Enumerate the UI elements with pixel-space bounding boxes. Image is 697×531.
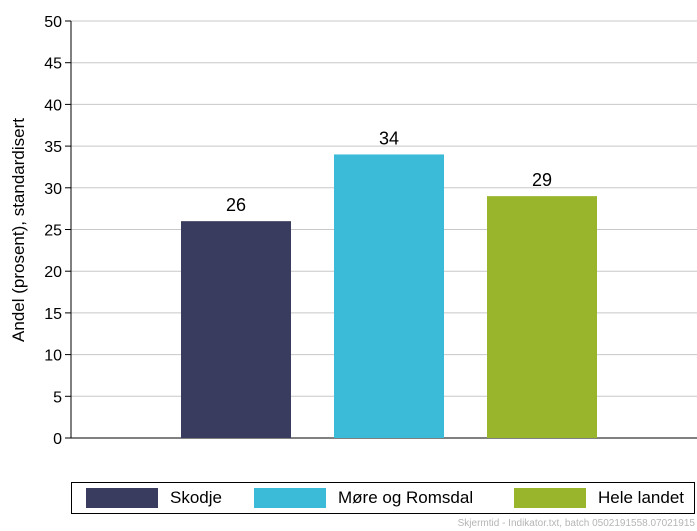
y-tick-label: 35 <box>44 139 62 156</box>
bars <box>181 154 597 438</box>
legend-swatch <box>514 488 586 508</box>
bar-chart: 0 5 10 15 20 25 30 35 40 45 50 26 34 29 Andel (prose… <box>9 14 697 448</box>
legend-item-hele-landet: Hele landet <box>514 488 684 508</box>
bar-1 <box>334 154 444 438</box>
y-tick-label: 40 <box>44 97 62 114</box>
value-label-1: 34 <box>379 128 399 148</box>
value-label-2: 29 <box>532 170 552 190</box>
legend-label: Skodje <box>170 488 222 507</box>
y-tick-label: 45 <box>44 56 62 73</box>
y-axis: 0 5 10 15 20 25 30 35 40 45 50 <box>44 14 72 448</box>
y-tick-label: 5 <box>53 389 62 406</box>
y-tick-label: 10 <box>44 348 62 365</box>
y-tick-label: 30 <box>44 181 62 198</box>
y-tick-label: 15 <box>44 306 62 323</box>
legend-label: Hele landet <box>598 488 685 507</box>
legend-item-skodje: Skodje <box>86 488 222 508</box>
legend-item-more-og-romsdal: Møre og Romsdal <box>254 488 473 508</box>
legend: Skodje Møre og Romsdal Hele landet <box>71 482 695 514</box>
value-labels: 26 34 29 <box>226 128 552 215</box>
legend-swatch <box>86 488 158 508</box>
legend-swatch <box>254 488 326 508</box>
y-tick-label: 50 <box>44 14 62 31</box>
y-tick-label: 0 <box>53 431 62 448</box>
bar-0 <box>181 221 291 438</box>
bar-2 <box>487 196 597 438</box>
legend-label: Møre og Romsdal <box>338 488 474 507</box>
y-tick-label: 25 <box>44 223 62 240</box>
value-label-0: 26 <box>226 195 246 215</box>
y-tick-label: 20 <box>44 264 62 281</box>
y-axis-label: Andel (prosent), standardisert <box>9 118 28 342</box>
footer-source-text: Skjermtid - Indikator.txt, batch 0502191… <box>457 518 695 529</box>
